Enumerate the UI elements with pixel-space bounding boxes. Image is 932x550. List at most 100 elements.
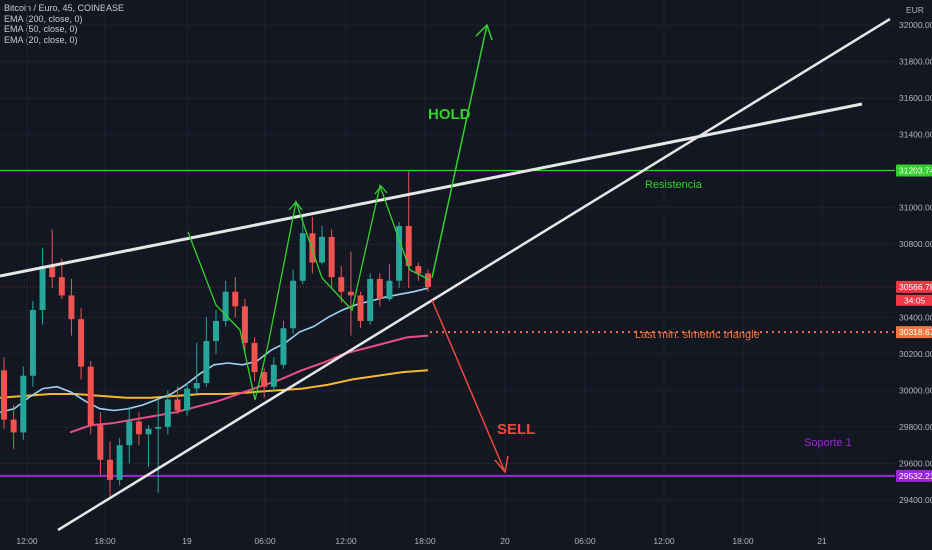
y-tick-label: 29800.00 bbox=[899, 422, 932, 432]
y-tick-label: 30000.00 bbox=[899, 385, 932, 395]
x-tick-label: 20 bbox=[500, 536, 510, 546]
candle-body bbox=[299, 233, 306, 281]
zigzag-arrowhead-1 bbox=[288, 200, 303, 211]
candle-body bbox=[155, 426, 162, 429]
candle-body bbox=[39, 266, 46, 310]
candle-body bbox=[319, 236, 325, 263]
x-tick-label: 06:00 bbox=[574, 536, 596, 546]
candle-body bbox=[357, 295, 364, 321]
ema50-line bbox=[69, 334, 429, 434]
y-tick-label: 32000.00 bbox=[899, 20, 932, 30]
zigzag-arrowhead-2 bbox=[374, 184, 388, 195]
hold-label[interactable]: HOLD bbox=[428, 106, 471, 123]
grid-lines bbox=[0, 0, 895, 540]
candle-body bbox=[184, 388, 191, 411]
x-tick-label: 18:00 bbox=[94, 536, 116, 546]
candle-body bbox=[213, 320, 219, 342]
x-tick-label: 06:00 bbox=[254, 536, 276, 546]
trendline-upper[interactable] bbox=[0, 102, 863, 278]
last-min-price-tag-bg bbox=[896, 326, 932, 339]
time-axis[interactable]: 12:00 18:00 19 06:00 12:00 18:00 20 06:00 12:00 1… bbox=[16, 536, 827, 546]
candle-body bbox=[116, 445, 123, 480]
ema-lines bbox=[0, 287, 429, 434]
resistance-price-tag-bg bbox=[896, 164, 932, 177]
x-tick-label: 21 bbox=[817, 536, 827, 546]
horizontal-levels bbox=[0, 169, 895, 477]
candle-body bbox=[222, 291, 229, 321]
ema200-line bbox=[0, 369, 429, 399]
hold-arrow[interactable] bbox=[431, 24, 488, 279]
candle-body bbox=[68, 295, 75, 320]
candle-body bbox=[232, 291, 239, 307]
soporte-label[interactable]: Soporte 1 bbox=[804, 437, 852, 449]
candle-body bbox=[396, 225, 403, 281]
candle-body bbox=[347, 291, 354, 296]
x-tick-label: 12:00 bbox=[335, 536, 357, 546]
candle-body bbox=[126, 421, 133, 446]
sell-arrow[interactable] bbox=[431, 299, 506, 473]
support-price-tag: 29532.21 bbox=[899, 471, 932, 481]
y-tick-label: 29400.00 bbox=[899, 495, 932, 505]
candle-body bbox=[107, 459, 113, 480]
x-tick-label: 19 bbox=[182, 536, 192, 546]
candle-body bbox=[270, 364, 277, 387]
candle-body bbox=[29, 310, 36, 376]
countdown-tag-bg bbox=[896, 294, 932, 306]
y-tick-label: 30200.00 bbox=[899, 349, 932, 359]
currency-label: EUR bbox=[906, 5, 924, 15]
candle-body bbox=[164, 399, 171, 427]
sell-arrowhead bbox=[494, 455, 509, 474]
candle-body bbox=[87, 366, 94, 426]
candle-body bbox=[280, 328, 287, 365]
legend-ema200[interactable]: EMA (200, close, 0) bbox=[4, 13, 83, 24]
candle-body bbox=[405, 225, 412, 267]
candle-body bbox=[203, 341, 210, 384]
candle-body bbox=[261, 372, 268, 387]
candle-body bbox=[58, 277, 65, 296]
candle-body bbox=[193, 383, 200, 389]
last-min-label[interactable]: Last min. simetric triangle bbox=[635, 329, 760, 341]
resistance-price-tag: 31203.74 bbox=[899, 165, 932, 175]
price-tags: 31203.74 30566.78 34:05 30318.67 29532.21 bbox=[896, 164, 932, 482]
ema20-line bbox=[0, 287, 429, 414]
candle-body bbox=[174, 399, 181, 411]
candle-body bbox=[338, 277, 345, 292]
candle-body bbox=[78, 319, 85, 367]
price-axis[interactable]: EUR 32000.00 31800.00 31600.00 31400.00 3100… bbox=[895, 0, 932, 550]
candle-body bbox=[49, 266, 56, 278]
chart-legend: Bitcoin / Euro, 45, COINBASE EMA (200, c… bbox=[4, 3, 124, 45]
legend-ema20[interactable]: EMA (20, close, 0) bbox=[4, 34, 78, 45]
trendline-lower[interactable] bbox=[57, 17, 891, 532]
candle-body bbox=[415, 266, 422, 274]
candle-body bbox=[1, 370, 7, 420]
x-tick-label: 12:00 bbox=[16, 536, 38, 546]
candle-body bbox=[386, 280, 393, 300]
sell-label[interactable]: SELL bbox=[497, 421, 535, 438]
candle-body bbox=[328, 236, 335, 278]
annotations: HOLD SELL Resistencia Last min. simetric… bbox=[428, 106, 852, 449]
last-min-price-tag: 30318.67 bbox=[899, 327, 932, 337]
candle-body bbox=[241, 306, 248, 343]
candle-body bbox=[20, 375, 27, 433]
drawings bbox=[0, 17, 891, 532]
legend-ema50[interactable]: EMA (50, close, 0) bbox=[4, 24, 78, 34]
countdown-tag: 34:05 bbox=[904, 295, 926, 305]
y-tick-label: 31400.00 bbox=[899, 130, 932, 140]
candle-body bbox=[251, 342, 258, 373]
y-tick-label: 31600.00 bbox=[899, 93, 932, 103]
resistencia-label[interactable]: Resistencia bbox=[645, 179, 703, 191]
y-tick-label: 29600.00 bbox=[899, 458, 932, 468]
candle-body bbox=[425, 273, 431, 287]
candle-body bbox=[97, 425, 104, 460]
candle-body bbox=[376, 278, 383, 300]
y-tick-label: 31000.00 bbox=[899, 203, 932, 213]
x-tick-label: 18:00 bbox=[414, 536, 436, 546]
y-tick-label: 30800.00 bbox=[899, 239, 932, 249]
candle-body bbox=[290, 280, 297, 329]
y-tick-label: 30400.00 bbox=[899, 312, 932, 322]
current-price-tag: 30566.78 bbox=[899, 282, 932, 292]
candle-body bbox=[135, 421, 142, 435]
x-tick-label: 12:00 bbox=[653, 536, 675, 546]
legend-title[interactable]: Bitcoin / Euro, 45, COINBASE bbox=[4, 3, 125, 13]
